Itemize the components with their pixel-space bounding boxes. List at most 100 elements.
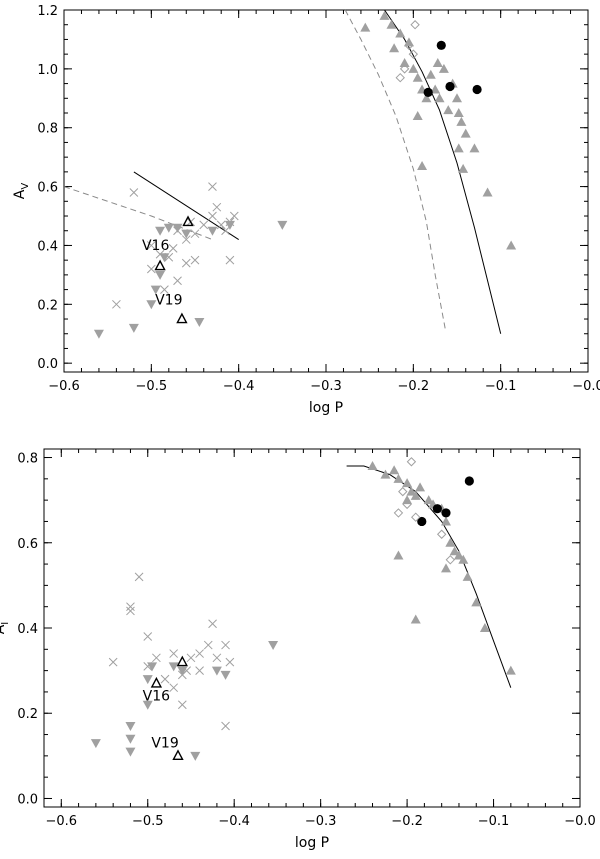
x-tick-label: −0.1 — [478, 814, 510, 829]
data-point-triangle-up — [453, 550, 464, 560]
x-axis-label: log P — [295, 835, 329, 851]
data-point-triangle-up — [393, 473, 404, 483]
data-point-cross — [126, 602, 135, 612]
data-point-cross — [173, 276, 182, 286]
x-tick-label: −0.4 — [223, 379, 255, 394]
data-point-triangle-up — [389, 465, 400, 475]
data-point-triangle-up — [445, 537, 456, 547]
data-point-cross — [229, 211, 239, 221]
data-point-cross — [155, 249, 165, 259]
data-point-triangle-up — [417, 160, 428, 170]
data-point-triangle-up — [415, 482, 426, 492]
data-point-cross — [225, 255, 235, 265]
data-point-cross — [203, 640, 213, 650]
data-point-triangle-up — [380, 469, 391, 479]
data-point-triangle-up — [412, 72, 423, 82]
data-point-triangle-down — [146, 300, 157, 310]
data-point-cross — [146, 264, 156, 274]
data-point-triangle-up — [430, 84, 441, 94]
data-point-cross — [221, 226, 230, 236]
data-point-triangle-up — [367, 461, 378, 471]
data-point-cross — [190, 255, 200, 265]
data-point-triangle-down — [125, 722, 136, 732]
data-point-cross — [129, 188, 139, 197]
data-point-triangle-down — [125, 734, 136, 744]
x-tick-label: −0.2 — [391, 814, 423, 829]
data-point-triangle-down — [172, 223, 183, 233]
data-point-cross — [108, 657, 118, 667]
data-point-cross — [164, 252, 174, 262]
data-point-circle — [441, 508, 451, 518]
y-tick-label: 0.0 — [17, 792, 38, 807]
data-point-circle — [472, 84, 482, 95]
data-point-triangle-up — [438, 63, 449, 73]
y-tick-label: 0.6 — [37, 181, 58, 196]
data-point-triangle-down — [142, 675, 153, 685]
data-point-circle — [436, 40, 446, 50]
data-point-cross — [208, 211, 217, 221]
x-tick-label: −0.0 — [564, 814, 596, 829]
x-tick-label: −0.2 — [398, 379, 430, 394]
data-point-triangle-up — [410, 614, 421, 624]
data-point-triangle-up — [393, 550, 404, 560]
data-point-cross — [134, 572, 144, 582]
data-point-triangle-down — [211, 666, 222, 676]
x-tick-label: −0.0 — [572, 379, 600, 394]
data-point-triangle-down — [181, 229, 192, 239]
data-point-triangle-up — [379, 10, 390, 20]
data-point-triangle-up — [434, 93, 445, 103]
data-point-triangle-down — [277, 220, 288, 230]
data-point-triangle-down — [190, 751, 201, 761]
data-point-diamond — [402, 499, 412, 510]
data-point-cross — [225, 217, 235, 227]
data-point-cross — [177, 700, 187, 710]
data-point-diamond — [398, 486, 408, 497]
data-point-triangle-up — [458, 554, 469, 564]
data-point-triangle-down — [224, 220, 235, 230]
data-point-diamond — [408, 49, 419, 59]
data-point-triangle-up — [506, 240, 517, 250]
data-point-triangle-up — [408, 63, 419, 73]
x-tick-label: −0.6 — [48, 379, 80, 394]
data-point-triangle-open — [150, 676, 163, 688]
data-point-diamond — [410, 20, 420, 30]
x-tick-label: −0.3 — [310, 379, 342, 394]
data-point-cross — [181, 235, 191, 244]
data-point-cross — [152, 653, 161, 663]
data-point-triangle-up — [402, 495, 413, 505]
data-point-diamond — [411, 512, 421, 522]
data-point-triangle-down — [194, 317, 205, 327]
data-point-triangle-up — [505, 665, 516, 675]
data-point-triangle-down — [207, 226, 218, 236]
data-point-triangle-down — [150, 285, 161, 295]
data-point-diamond — [436, 529, 447, 539]
data-point-cross — [212, 653, 222, 663]
data-point-triangle-down — [142, 700, 153, 710]
data-point-triangle-up — [449, 546, 460, 556]
data-point-cross — [212, 202, 222, 212]
panel-top-av: −0.6 −0.5 −0.4 −0.3 −0.2 −0.1 −0.0 0.0 0.2 0.4 0.6… — [12, 4, 600, 416]
data-point-diamond — [399, 64, 410, 74]
data-point-triangle-down — [168, 662, 179, 672]
x-tick-label: −0.5 — [132, 814, 164, 829]
model-curve-dashed — [344, 9, 447, 331]
data-point-triangle-down — [163, 223, 174, 233]
data-point-triangle-up — [456, 116, 467, 126]
data-point-cross — [186, 653, 196, 663]
x-tick-label: −0.1 — [485, 379, 517, 394]
data-point-triangle-up — [432, 57, 443, 67]
data-point-diamond — [393, 508, 404, 518]
data-point-triangle-open — [176, 655, 188, 667]
data-point-triangle-up — [441, 516, 451, 526]
y-tick-label: 0.4 — [37, 239, 58, 254]
model-curve-solid — [384, 9, 502, 334]
data-point-triangle-up — [441, 563, 451, 573]
y-axis-label: AI — [0, 622, 11, 635]
data-point-triangle-up — [425, 69, 436, 79]
data-point-triangle-up — [399, 57, 410, 67]
data-point-diamond — [406, 457, 417, 467]
plot-frame — [43, 448, 581, 808]
plot-frame — [63, 9, 589, 373]
data-point-triangle-up — [479, 623, 490, 632]
data-point-triangle-up — [458, 163, 469, 173]
